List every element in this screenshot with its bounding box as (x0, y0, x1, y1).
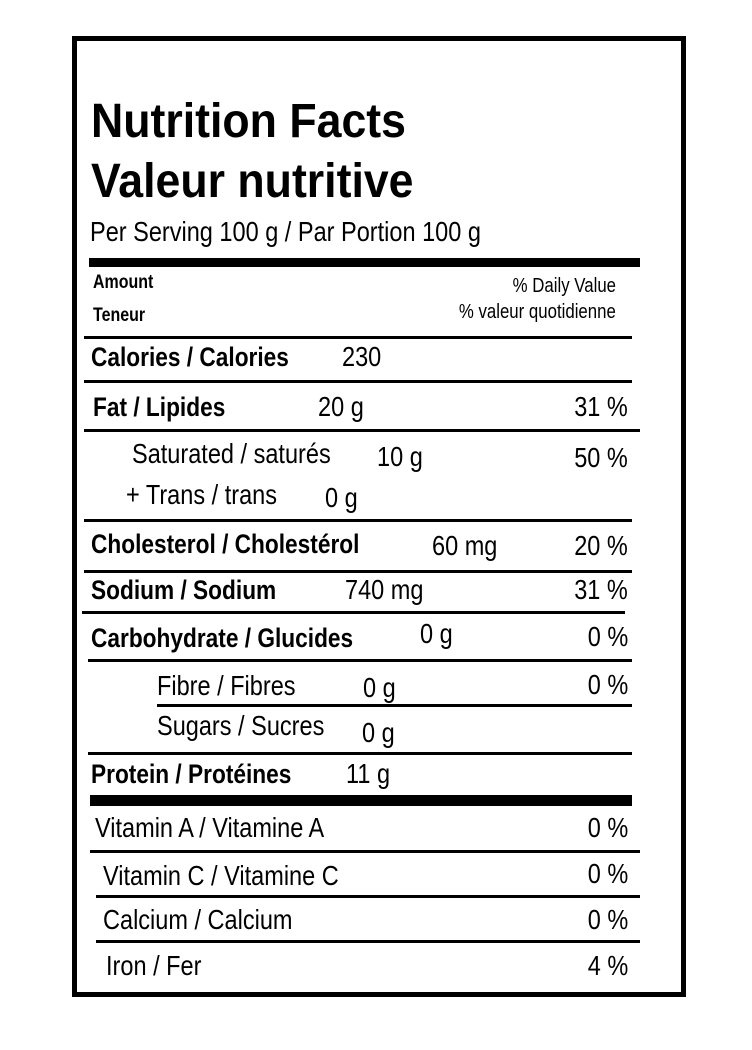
carbohydrate-amount: 0 g (420, 618, 453, 649)
protein-amount: 11 g (346, 758, 391, 789)
sugars-label: Sugars / Sucres (157, 710, 325, 741)
carbohydrate-dv: 0 % (587, 621, 628, 652)
daily-value-label-fr: % valeur quotidienne (459, 301, 616, 323)
vitamin-a-label: Vitamin A / Vitamine A (95, 812, 325, 843)
saturated-label: Saturated / saturés (132, 438, 331, 469)
daily-value-label-en: % Daily Value (512, 275, 616, 297)
divider (157, 704, 632, 707)
fibre-label: Fibre / Fibres (157, 670, 296, 701)
fat-amount: 20 g (318, 391, 364, 422)
trans-amount: 0 g (325, 482, 358, 513)
trans-label: + Trans / trans (126, 479, 277, 510)
iron-dv: 4 % (587, 950, 628, 981)
sugars-amount: 0 g (362, 717, 395, 748)
divider (96, 940, 640, 943)
divider (84, 570, 632, 573)
fat-label: Fat / Lipides (93, 392, 226, 422)
divider (88, 752, 632, 755)
saturated-dv: 50 % (574, 442, 628, 473)
cholesterol-label: Cholesterol / Cholestérol (91, 529, 360, 559)
calcium-dv: 0 % (587, 904, 628, 935)
fibre-dv: 0 % (587, 669, 628, 700)
title-fr: Valeur nutritive (91, 155, 414, 208)
sodium-dv: 31 % (574, 574, 628, 605)
thick-divider (89, 258, 640, 267)
vitamin-c-label: Vitamin C / Vitamine C (103, 860, 339, 891)
title-en: Nutrition Facts (91, 95, 406, 148)
divider (88, 659, 632, 662)
sodium-amount: 740 mg (345, 574, 424, 605)
divider (84, 380, 632, 383)
amount-label-fr: Teneur (93, 305, 146, 326)
calories-label: Calories / Calories (91, 342, 289, 372)
fat-dv: 31 % (574, 391, 628, 422)
vitamin-a-dv: 0 % (587, 812, 628, 843)
label-border (72, 36, 686, 997)
calcium-label: Calcium / Calcium (103, 904, 293, 935)
fibre-amount: 0 g (363, 672, 396, 703)
serving-size: Per Serving 100 g / Par Portion 100 g (90, 216, 481, 247)
sodium-label: Sodium / Sodium (91, 575, 277, 605)
amount-label-en: Amount (93, 272, 154, 293)
iron-label: Iron / Fer (106, 950, 202, 981)
carbohydrate-label: Carbohydrate / Glucides (91, 623, 354, 653)
vitamin-c-dv: 0 % (587, 858, 628, 889)
divider (82, 611, 625, 614)
divider (90, 850, 640, 853)
divider (84, 429, 640, 432)
thick-divider (90, 795, 632, 806)
protein-label: Protein / Protéines (91, 759, 292, 789)
divider (84, 519, 632, 522)
saturated-amount: 10 g (377, 441, 423, 472)
cholesterol-amount: 60 mg (432, 530, 498, 561)
divider (96, 895, 640, 898)
cholesterol-dv: 20 % (574, 530, 628, 561)
calories-value: 230 (342, 341, 382, 372)
divider (84, 336, 632, 339)
